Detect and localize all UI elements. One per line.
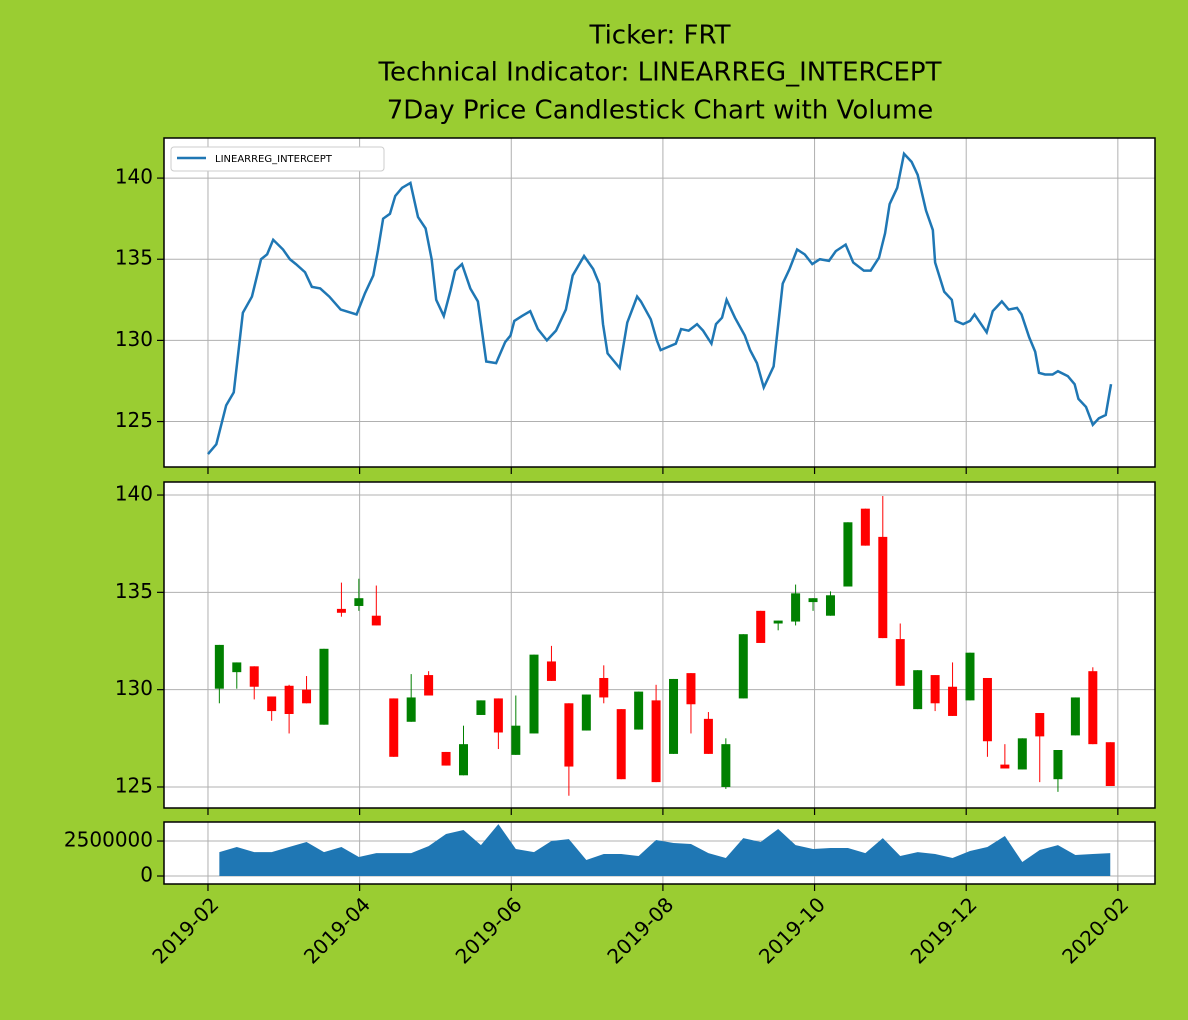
candle-body <box>249 666 259 687</box>
candle-body <box>371 615 381 626</box>
candle-body <box>511 725 521 755</box>
candle-body <box>965 652 975 701</box>
candle-body <box>808 598 818 603</box>
candle-body <box>1017 738 1027 770</box>
chart-title: Technical Indicator: LINEARREG_INTERCEPT <box>378 58 942 88</box>
candle-body <box>476 700 486 715</box>
candle-body <box>458 744 468 776</box>
candle-body <box>773 620 783 624</box>
candle-body <box>232 662 242 673</box>
x-tick-label: 2019-08 <box>602 892 678 968</box>
candle-body <box>982 677 992 742</box>
candle-body <box>1070 697 1080 736</box>
candle-body <box>529 654 539 734</box>
candle-body <box>616 709 626 780</box>
x-tick-label: 2019-12 <box>906 892 982 968</box>
candle-body <box>564 703 574 767</box>
plot-frame <box>163 137 1156 468</box>
legend-label: LINEARREG_INTERCEPT <box>215 154 333 165</box>
candle-body <box>1035 713 1045 737</box>
plot-frame <box>163 821 1156 885</box>
line-series <box>207 151 1113 455</box>
candle-body <box>546 661 556 681</box>
legend-box <box>170 146 385 172</box>
candle-body <box>336 608 346 613</box>
candle-body <box>948 686 958 716</box>
candle-body <box>267 696 277 712</box>
y-tick-label: 125 <box>115 773 153 797</box>
candle-body <box>599 677 609 698</box>
candle-body <box>354 598 364 606</box>
candle-body <box>493 698 503 733</box>
y-tick-label: 0 <box>140 863 153 887</box>
plot-area <box>164 138 1155 467</box>
candle-body <box>651 700 661 783</box>
y-tick-label: 130 <box>115 676 153 700</box>
y-tick-label: 2500000 <box>64 828 153 852</box>
candle-body <box>406 697 416 722</box>
candle-body <box>860 508 870 546</box>
candle-body <box>930 675 940 704</box>
candle-body <box>686 673 696 705</box>
candle-body <box>843 522 853 587</box>
candle-body <box>389 698 399 757</box>
chart-title: 7Day Price Candlestick Chart with Volume <box>387 96 934 126</box>
y-tick-label: 140 <box>115 482 153 506</box>
candle-body <box>669 678 679 754</box>
candle-body <box>634 691 644 730</box>
candle-body <box>703 718 713 754</box>
y-tick-label: 125 <box>115 408 153 432</box>
candle-body <box>214 644 224 689</box>
candle-body <box>878 536 888 639</box>
volume-area <box>219 824 1111 877</box>
y-tick-label: 135 <box>115 579 153 603</box>
plot-frame <box>163 481 1156 809</box>
y-tick-label: 140 <box>115 165 153 189</box>
candle-body <box>756 610 766 643</box>
x-tick-label: 2019-06 <box>451 892 527 968</box>
candle-body <box>581 694 591 731</box>
y-tick-label: 135 <box>115 246 153 270</box>
x-tick-label: 2019-04 <box>299 892 375 968</box>
y-tick-label: 130 <box>115 327 153 351</box>
candle-body <box>1088 671 1098 745</box>
candle-body <box>302 689 312 704</box>
x-tick-label: 2019-02 <box>147 892 223 968</box>
candle-body <box>895 639 905 686</box>
candle-body <box>1053 750 1063 780</box>
x-tick-label: 2020-02 <box>1057 892 1133 968</box>
candle-body <box>825 595 835 616</box>
x-tick-label: 2019-10 <box>754 892 830 968</box>
candle-body <box>441 751 451 766</box>
candle-body <box>284 685 294 714</box>
candle-body <box>1000 764 1010 769</box>
candle-body <box>738 634 748 699</box>
candle-body <box>1105 742 1115 787</box>
candle-body <box>319 648 329 725</box>
candle-body <box>424 675 434 696</box>
candle-body <box>913 670 923 710</box>
candle-body <box>721 744 731 787</box>
chart-title: Ticker: FRT <box>589 21 731 51</box>
candle-body <box>791 593 801 622</box>
